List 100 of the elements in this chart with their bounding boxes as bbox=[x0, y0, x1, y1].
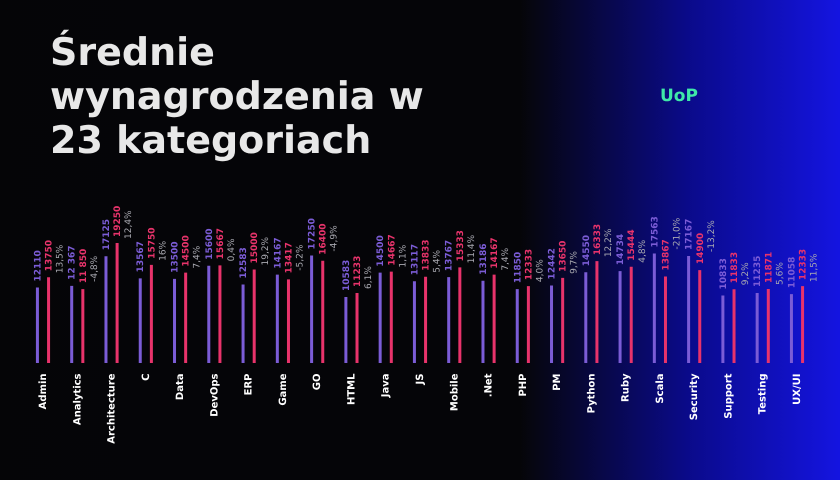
bar bbox=[790, 294, 793, 363]
annotation: 12,4% bbox=[124, 210, 134, 239]
annotation: 5,4% bbox=[432, 249, 443, 273]
annotation: -5,2% bbox=[295, 244, 306, 271]
data-label: 14667 bbox=[387, 234, 398, 266]
data-label: 13117 bbox=[410, 244, 420, 276]
data-label: 11833 bbox=[730, 252, 740, 284]
bar bbox=[766, 289, 770, 363]
bar bbox=[310, 255, 314, 363]
data-label: 12333 bbox=[798, 248, 809, 280]
x-tick-label: Analytics bbox=[72, 373, 84, 426]
x-tick-label: Ruby bbox=[620, 373, 632, 402]
bar bbox=[721, 295, 724, 363]
data-label: 17167 bbox=[684, 218, 695, 250]
x-tick-label: PM bbox=[552, 373, 564, 391]
bar bbox=[70, 286, 74, 363]
data-label: 14167 bbox=[490, 237, 500, 269]
data-label: 13750 bbox=[44, 240, 55, 272]
data-label: 13767 bbox=[444, 240, 455, 272]
bar bbox=[47, 277, 50, 363]
bar bbox=[458, 267, 462, 363]
data-label: 14500 bbox=[376, 235, 386, 267]
bar bbox=[242, 284, 245, 363]
data-label: 11871 bbox=[764, 252, 774, 283]
data-label: 13417 bbox=[284, 242, 294, 274]
x-tick-label: Python bbox=[586, 374, 598, 414]
bar bbox=[286, 279, 290, 363]
bar bbox=[687, 256, 690, 363]
data-label: 17125 bbox=[102, 218, 112, 250]
data-label: 11 850 bbox=[78, 248, 89, 284]
data-label: 11233 bbox=[353, 256, 364, 287]
x-tick-label: Admin bbox=[38, 374, 49, 410]
bar bbox=[344, 297, 348, 363]
bar bbox=[276, 274, 279, 363]
chart-title: Średnie wynagrodzenia w 23 kategoriach bbox=[50, 30, 425, 162]
data-label: 11235 bbox=[753, 256, 764, 287]
annotation: -4,8% bbox=[90, 255, 100, 282]
bar bbox=[801, 286, 804, 363]
x-tick-label: Game bbox=[278, 373, 289, 406]
data-label: 12333 bbox=[524, 248, 534, 280]
data-label: 16333 bbox=[592, 224, 603, 256]
data-label: 14900 bbox=[696, 232, 706, 264]
text: UoP bbox=[660, 86, 698, 106]
annotation: 9,7% bbox=[570, 250, 580, 274]
bar bbox=[138, 278, 142, 363]
bar bbox=[550, 285, 554, 363]
x-tick-label: DevOps bbox=[209, 373, 220, 417]
data-label: 15333 bbox=[456, 230, 466, 262]
data-label: 11058 bbox=[787, 256, 798, 288]
annotation: 11,4% bbox=[466, 234, 477, 264]
annotation: 16% bbox=[158, 240, 168, 261]
bar bbox=[584, 272, 588, 363]
annotation: 7,4% bbox=[501, 247, 512, 271]
x-tick-label: Architecture bbox=[106, 373, 118, 444]
bar bbox=[150, 264, 153, 363]
x-tick-label: C bbox=[140, 374, 152, 381]
bar bbox=[630, 266, 633, 363]
bar bbox=[516, 289, 519, 363]
annotation: 11,5% bbox=[810, 253, 820, 282]
bar bbox=[81, 289, 84, 363]
bar bbox=[207, 266, 210, 363]
x-tick-label: Java bbox=[380, 374, 392, 398]
data-label: 12442 bbox=[548, 248, 558, 280]
x-tick-label: Testing bbox=[758, 374, 769, 414]
bar bbox=[732, 289, 736, 363]
annotation: 4,8% bbox=[638, 239, 648, 263]
x-tick-label: Data bbox=[175, 374, 186, 400]
bar bbox=[116, 243, 119, 363]
x-tick-label: GO bbox=[312, 374, 324, 390]
x-tick-label: Scala bbox=[654, 374, 666, 404]
bar bbox=[36, 288, 39, 363]
bar bbox=[664, 276, 667, 363]
annotation: 13,5% bbox=[56, 244, 66, 274]
data-label: 13833 bbox=[422, 239, 432, 271]
data-label: 15444 bbox=[627, 229, 638, 261]
x-tick-label: Support bbox=[723, 373, 734, 419]
bar bbox=[378, 272, 382, 363]
bar bbox=[412, 281, 416, 363]
bar bbox=[492, 274, 496, 363]
x-tick-label: Security bbox=[689, 373, 700, 420]
data-label: 13186 bbox=[478, 243, 489, 275]
bar bbox=[595, 261, 598, 363]
data-label: 16400 bbox=[318, 223, 329, 255]
bar bbox=[561, 278, 564, 363]
x-tick-label: Mobile bbox=[449, 373, 460, 412]
data-label: 12583 bbox=[239, 247, 250, 279]
data-label: 11850 bbox=[513, 252, 524, 284]
bar bbox=[252, 269, 256, 363]
annotation: 6,1% bbox=[364, 266, 374, 289]
data-label: 10833 bbox=[718, 258, 729, 290]
bar bbox=[652, 254, 656, 363]
bar bbox=[526, 286, 530, 363]
data-label: 10583 bbox=[342, 260, 352, 292]
bar bbox=[321, 260, 324, 363]
x-tick-label: ERP bbox=[244, 374, 255, 396]
bar bbox=[756, 292, 759, 363]
data-label: 14500 bbox=[182, 235, 192, 267]
bar bbox=[356, 292, 359, 363]
bar bbox=[424, 276, 428, 363]
annotation: 12,2% bbox=[604, 228, 614, 258]
